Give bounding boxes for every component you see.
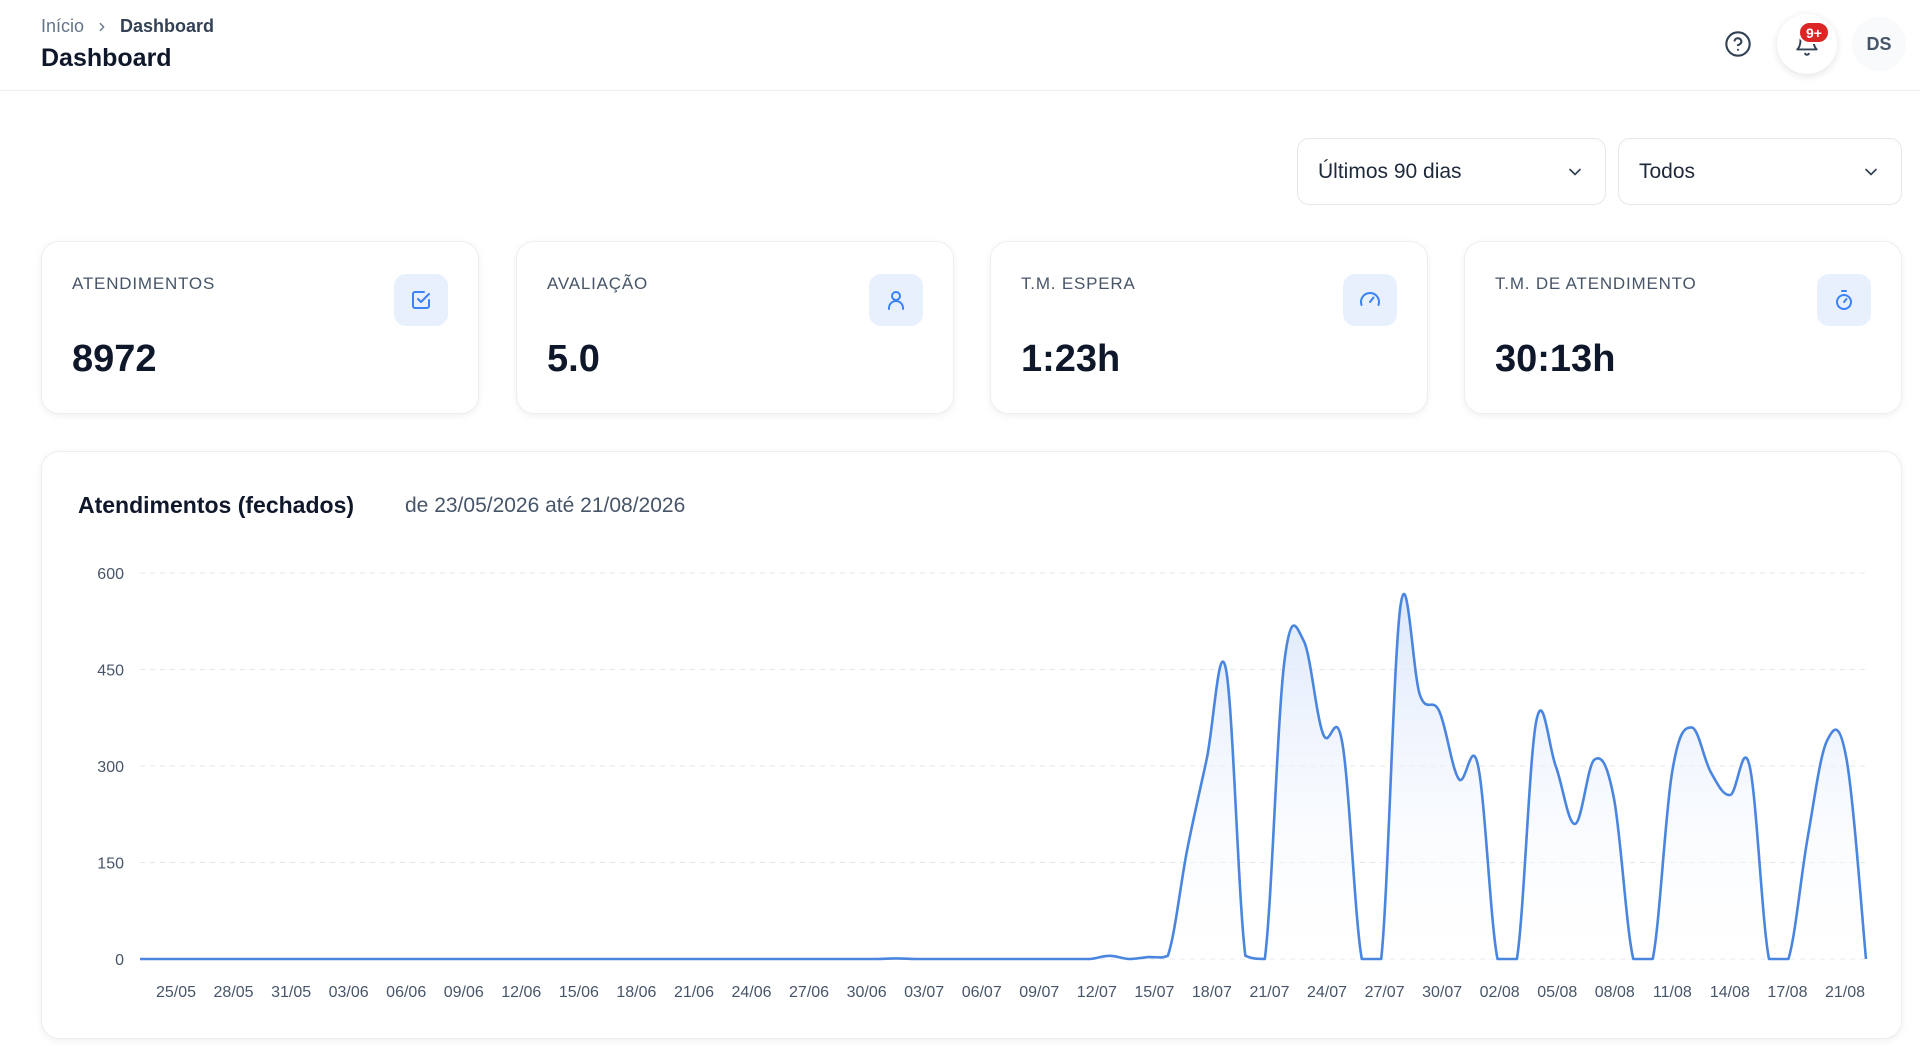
x-tick-label: 09/06	[444, 984, 484, 1001]
chart-title: Atendimentos (fechados)	[78, 492, 355, 518]
notification-badge: 9+	[1798, 21, 1830, 44]
series-line	[139, 592, 1868, 961]
x-tick-label: 06/07	[962, 984, 1002, 1001]
chart-card: Atendimentos (fechados) de 23/05/2026 at…	[41, 451, 1902, 1039]
breadcrumb-current: Dashboard	[120, 16, 215, 36]
chevron-down-icon	[1865, 168, 1877, 175]
kpi-card-tm-espera: T.M. ESPERA 1:23h	[990, 241, 1428, 414]
x-tick-label: 27/07	[1365, 984, 1405, 1001]
agent-select-value: Todos	[1639, 159, 1696, 183]
period-select[interactable]: Últimos 90 dias	[1297, 138, 1606, 205]
x-tick-label: 30/06	[847, 984, 887, 1001]
agent-select[interactable]: Todos	[1618, 138, 1902, 205]
x-tick-label: 21/08	[1825, 984, 1865, 1001]
y-tick-label: 600	[97, 566, 124, 583]
y-tick-label: 450	[97, 663, 124, 680]
x-tick-label: 31/05	[271, 984, 311, 1001]
user-icon	[869, 274, 923, 326]
x-tick-label: 03/07	[904, 984, 944, 1001]
kpi-value: 8972	[72, 338, 157, 380]
x-tick-label: 30/07	[1422, 984, 1462, 1001]
y-tick-label: 150	[97, 856, 124, 873]
chevron-down-icon	[1569, 168, 1581, 175]
x-tick-label: 24/07	[1307, 984, 1347, 1001]
checkbox-icon	[394, 274, 448, 326]
y-tick-label: 300	[97, 759, 124, 776]
area-chart: 0 150 300 450 600 25/05 28/05 31/05 03/06 06/06 09…	[97, 566, 1868, 1001]
x-tick-label: 18/06	[616, 984, 656, 1001]
y-tick-label: 0	[115, 952, 124, 969]
x-tick-label: 28/05	[214, 984, 254, 1001]
x-tick-label: 08/08	[1595, 984, 1635, 1001]
chevron-right-icon	[94, 19, 110, 35]
x-tick-label: 27/06	[789, 984, 829, 1001]
x-tick-label: 14/08	[1710, 984, 1750, 1001]
x-tick-label: 11/08	[1653, 984, 1692, 1001]
period-select-value: Últimos 90 dias	[1318, 159, 1462, 183]
x-tick-label: 05/08	[1537, 984, 1577, 1001]
breadcrumb-home-link[interactable]: Início	[41, 16, 85, 36]
x-tick-label: 25/05	[156, 984, 196, 1001]
kpi-value: 30:13h	[1495, 338, 1616, 380]
kpi-label: T.M. ESPERA	[1021, 274, 1136, 293]
x-tick-label: 03/06	[329, 984, 369, 1001]
stopwatch-icon	[1817, 274, 1871, 326]
x-tick-label: 21/07	[1249, 984, 1289, 1001]
series-area-fill	[140, 594, 1866, 959]
kpi-label: ATENDIMENTOS	[72, 274, 216, 293]
x-tick-label: 21/06	[674, 984, 714, 1001]
x-tick-label: 17/08	[1767, 984, 1807, 1001]
x-tick-label: 12/07	[1077, 984, 1117, 1001]
x-tick-label: 24/06	[731, 984, 771, 1001]
x-tick-label: 06/06	[386, 984, 426, 1001]
help-button[interactable]	[1722, 28, 1754, 60]
x-tick-label: 15/06	[559, 984, 599, 1001]
x-tick-label: 18/07	[1192, 984, 1232, 1001]
chart-date-range: de 23/05/2026 até 21/08/2026	[405, 494, 686, 517]
x-tick-label: 12/06	[501, 984, 541, 1001]
kpi-card-atendimentos: ATENDIMENTOS 8972	[41, 241, 479, 414]
gauge-icon	[1343, 274, 1397, 326]
kpi-card-tm-atendimento: T.M. DE ATENDIMENTO 30:13h	[1464, 241, 1902, 414]
top-bar: Início Dashboard Dashboard 9+ DS	[0, 0, 1920, 91]
x-tick-label: 15/07	[1134, 984, 1174, 1001]
page-title: Dashboard	[41, 44, 172, 72]
x-tick-label: 02/08	[1480, 984, 1520, 1001]
kpi-label: T.M. DE ATENDIMENTO	[1495, 274, 1697, 293]
kpi-label: AVALIAÇÃO	[547, 274, 649, 293]
kpi-card-avaliacao: AVALIAÇÃO 5.0	[516, 241, 954, 414]
avatar[interactable]: DS	[1852, 17, 1906, 71]
kpi-value: 5.0	[547, 338, 600, 380]
x-tick-label: 09/07	[1019, 984, 1059, 1001]
help-icon	[1725, 31, 1751, 57]
kpi-value: 1:23h	[1021, 338, 1121, 380]
breadcrumb: Início Dashboard	[41, 16, 214, 37]
